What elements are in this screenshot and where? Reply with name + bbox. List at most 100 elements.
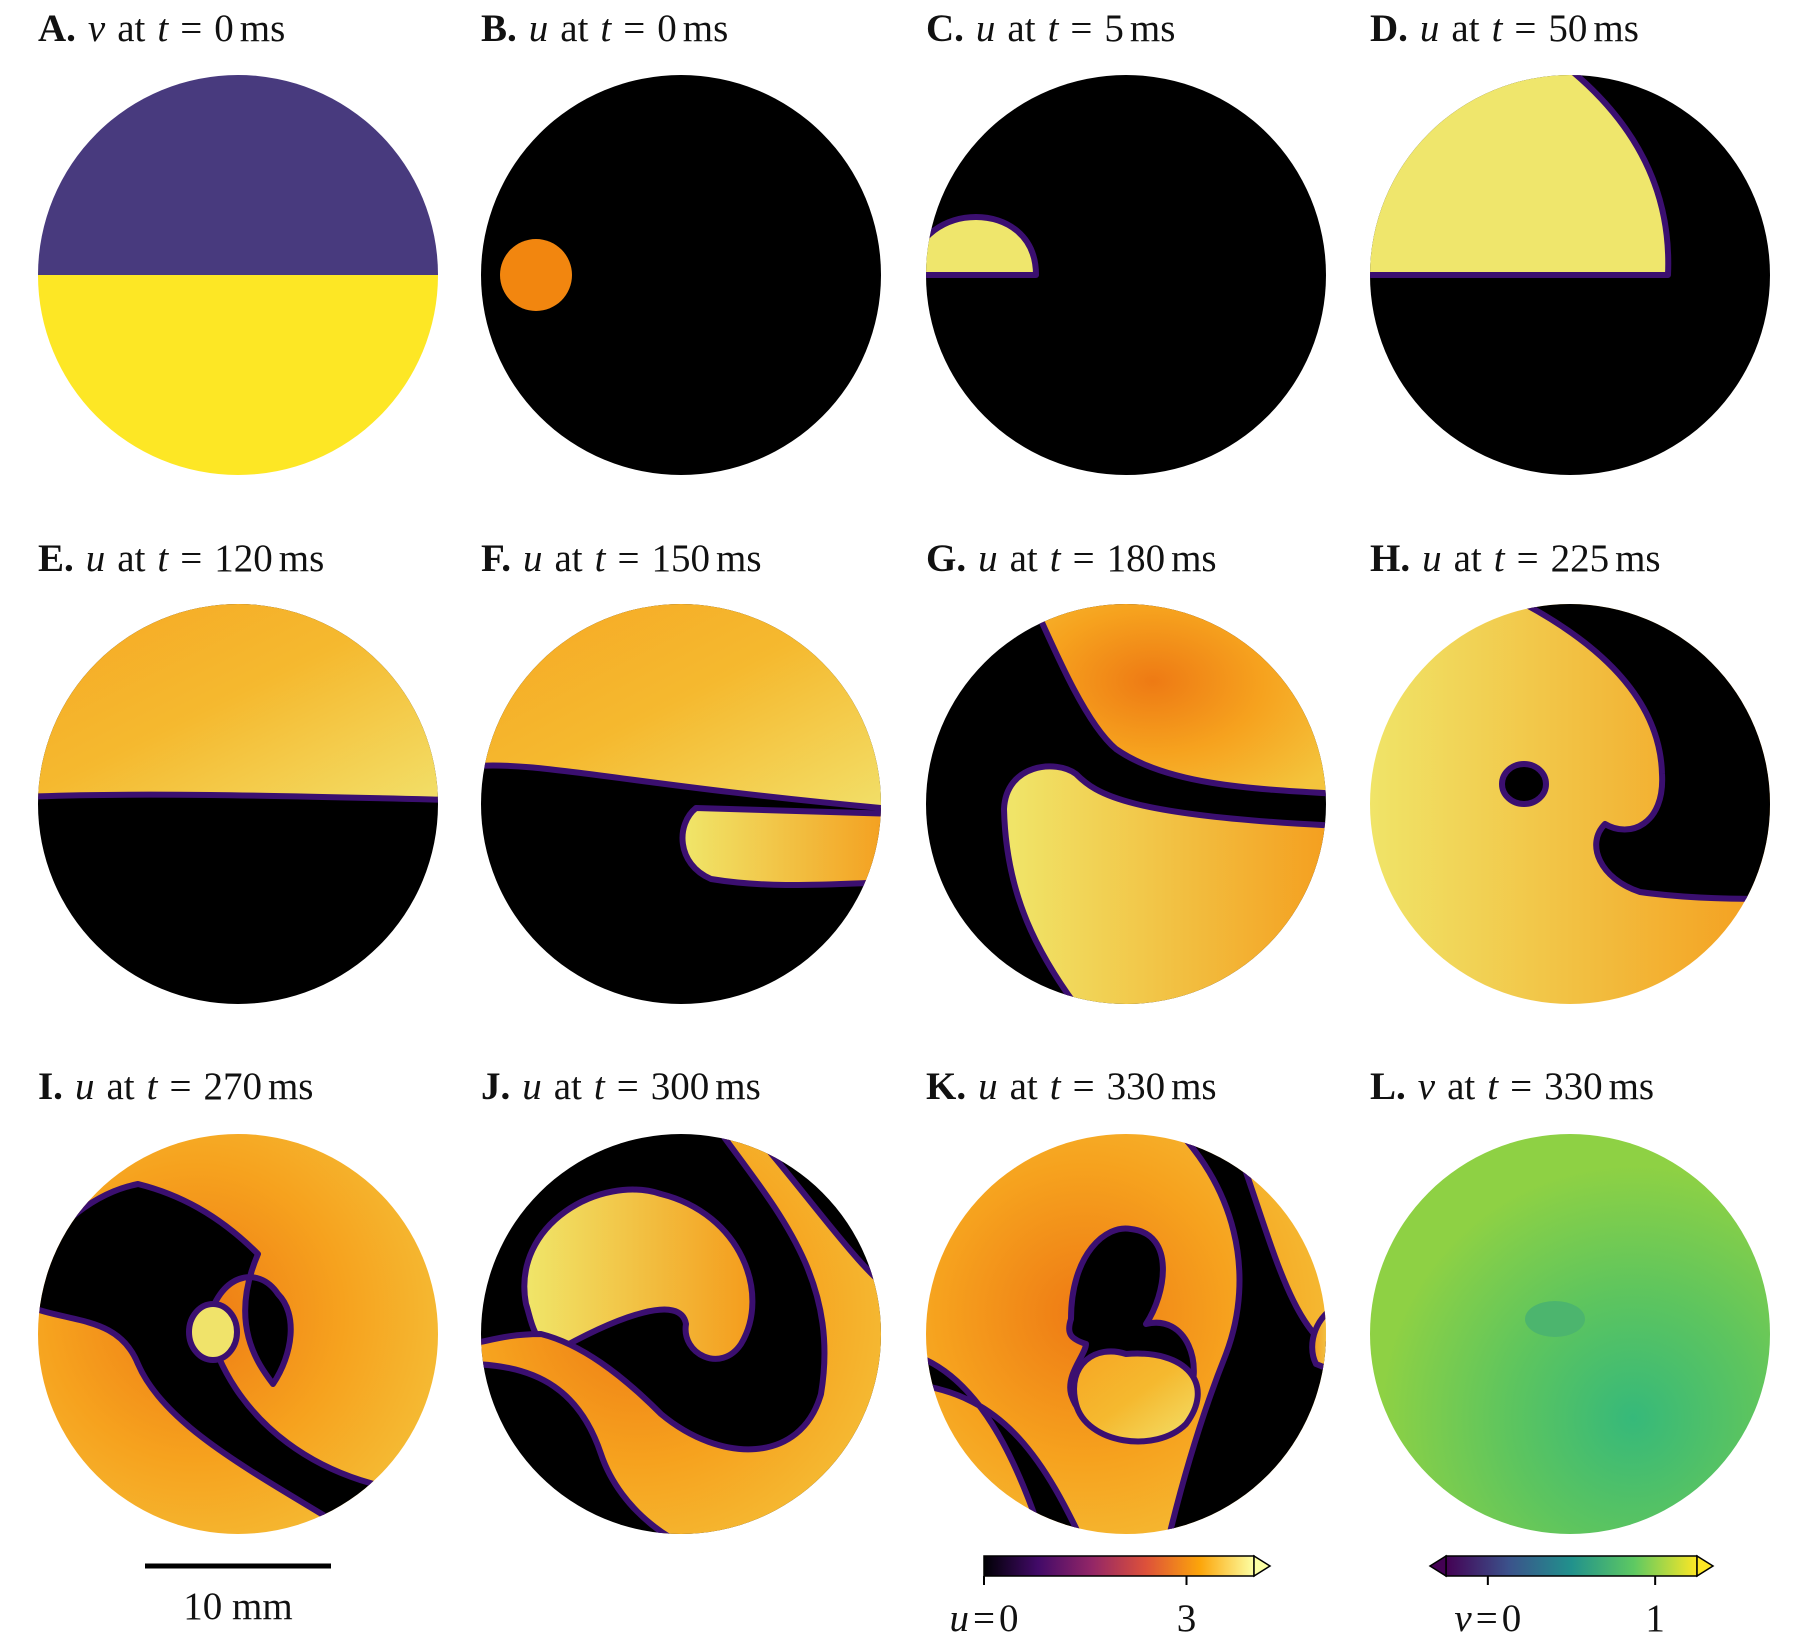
panel-title-part: =	[1517, 537, 1539, 580]
colorbar-equals: =	[973, 1597, 995, 1640]
panel-title-part: F.	[481, 537, 511, 580]
panel-title-part: =	[1073, 537, 1095, 580]
field-image	[1370, 604, 1770, 1004]
panel-title-part: at	[554, 1065, 582, 1108]
panel-title-part: ms	[1171, 537, 1217, 580]
panel-title-part: G.	[926, 537, 966, 580]
panel-title-part: t	[1048, 7, 1060, 50]
panel-title-part: ms	[715, 1065, 761, 1108]
panel-title-part: =	[617, 1065, 639, 1108]
panel-title-part: 300	[651, 1065, 710, 1108]
field-image	[1370, 75, 1770, 475]
panel-title-part: u	[1422, 537, 1442, 580]
panel-title-part: 225	[1551, 537, 1610, 580]
panel-title: I. u at t = 270 ms	[38, 1065, 313, 1108]
colorbar-tick-value: 0	[1502, 1597, 1522, 1640]
panel-title-part: E.	[38, 537, 74, 580]
field-image	[38, 1134, 438, 1534]
panel-title-part: ms	[1130, 7, 1176, 50]
panel-title-part: t	[147, 1065, 159, 1108]
colorbar-variable: v	[1454, 1597, 1472, 1640]
panel-title-part: u	[75, 1065, 95, 1108]
colorbar-extension	[1428, 1554, 1447, 1578]
panel-title-part: 270	[203, 1065, 262, 1108]
panel-title-part: =	[1073, 1065, 1095, 1108]
colorbar-tick-label: 1	[1645, 1597, 1665, 1640]
panel-title-part: ms	[1593, 7, 1639, 50]
panel-title: J. u at t = 300 ms	[481, 1065, 761, 1108]
panel-title-part: t	[1487, 1065, 1499, 1108]
panel-title-part: ms	[1609, 1065, 1655, 1108]
panel-title: G. u at t = 180 ms	[926, 537, 1217, 580]
panel-title-part: t	[1492, 7, 1504, 50]
panel-title-part: at	[117, 537, 145, 580]
panel-title-part: u	[976, 7, 996, 50]
panel-title-part: K.	[926, 1065, 966, 1108]
panel-title-part: v	[88, 7, 106, 50]
panel-title-part: u	[523, 537, 543, 580]
panel-title-part: =	[169, 1065, 191, 1108]
panel-title-part: 50	[1548, 7, 1587, 50]
panel-title-part: =	[180, 537, 202, 580]
panel-title-part: at	[1007, 7, 1035, 50]
panel-title-part: at	[106, 1065, 134, 1108]
panel-title-part: at	[117, 7, 145, 50]
panel-title-part: L.	[1370, 1065, 1406, 1108]
panel-title-part: A.	[38, 7, 76, 50]
panel-title: A. v at t = 0 ms	[38, 7, 285, 50]
panel-title-part: ms	[279, 537, 325, 580]
panel-title: F. u at t = 150 ms	[481, 537, 762, 580]
field-image	[926, 75, 1326, 475]
panel-title-part: v	[1418, 1065, 1436, 1108]
panel-title-part: =	[623, 7, 645, 50]
colorbar	[1445, 1555, 1698, 1577]
panel-title-part: u	[978, 537, 998, 580]
field-image	[926, 1134, 1326, 1534]
panel-title: B. u at t = 0 ms	[481, 7, 728, 50]
panel-title-part: ms	[716, 537, 762, 580]
colorbar	[983, 1555, 1255, 1577]
panel-title: C. u at t = 5 ms	[926, 7, 1175, 50]
panel-title-part: at	[1447, 1065, 1475, 1108]
panel-title-part: H.	[1370, 537, 1410, 580]
panel-title-part: at	[555, 537, 583, 580]
panel-title-part: t	[157, 7, 169, 50]
panel-title-part: at	[1010, 1065, 1038, 1108]
field-image	[38, 75, 438, 475]
panel-title-part: at	[560, 7, 588, 50]
panel-title-part: ms	[1615, 537, 1661, 580]
colorbar-tick-label: v = 0	[1454, 1597, 1521, 1640]
colorbar-extension	[1696, 1554, 1715, 1578]
panel-title-part: t	[600, 7, 612, 50]
panel-title-part: 5	[1104, 7, 1124, 50]
panel-title-part: I.	[38, 1065, 63, 1108]
panel-title-part: t	[1050, 1065, 1062, 1108]
panel-title-part: 0	[657, 7, 677, 50]
panel-title-part: 330	[1544, 1065, 1603, 1108]
panel-title-part: C.	[926, 7, 964, 50]
panel-title: D. u at t = 50 ms	[1370, 7, 1639, 50]
panel-title-part: t	[594, 1065, 606, 1108]
panel-title-part: u	[86, 537, 106, 580]
panel-title-part: =	[618, 537, 640, 580]
panel-title: K. u at t = 330 ms	[926, 1065, 1217, 1108]
panel-title-part: t	[595, 537, 607, 580]
field-image	[38, 604, 438, 1004]
colorbar-tick-value: 0	[999, 1597, 1019, 1640]
panel-title-part: u	[522, 1065, 542, 1108]
colorbar-tick-label: u = 0	[950, 1597, 1019, 1640]
panel-title-part: t	[1050, 537, 1062, 580]
scale-bar-label: 10 mm	[183, 1585, 292, 1628]
panel-title-part: t	[157, 537, 169, 580]
panel-title-part: 330	[1107, 1065, 1166, 1108]
panel-title: H. u at t = 225 ms	[1370, 537, 1661, 580]
field-image	[481, 1134, 881, 1534]
panel-title-part: 120	[214, 537, 273, 580]
panel-title-part: B.	[481, 7, 517, 50]
panel-title-part: ms	[268, 1065, 314, 1108]
field-image	[481, 75, 881, 475]
panel-title-part: at	[1010, 537, 1038, 580]
panel-title-part: =	[1070, 7, 1092, 50]
panel-title-part: at	[1451, 7, 1479, 50]
